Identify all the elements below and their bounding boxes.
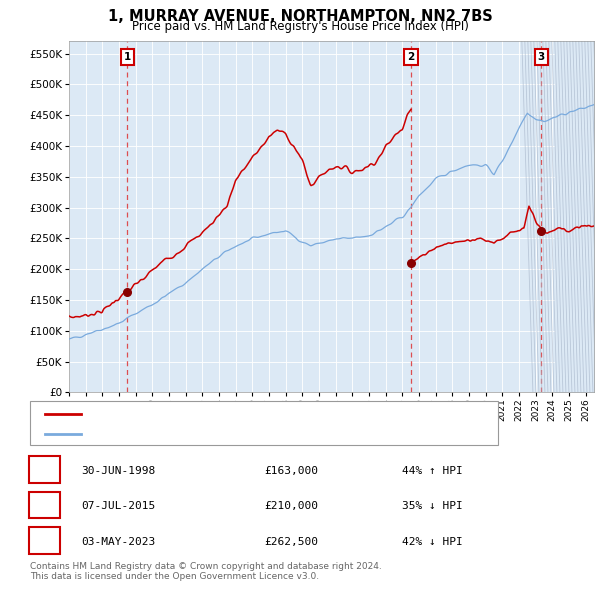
Text: 3: 3: [41, 537, 48, 546]
Text: 1, MURRAY AVENUE, NORTHAMPTON, NN2 7BS: 1, MURRAY AVENUE, NORTHAMPTON, NN2 7BS: [107, 9, 493, 24]
Text: 07-JUL-2015: 07-JUL-2015: [81, 502, 155, 511]
Text: 1: 1: [124, 52, 131, 62]
Text: 44% ↑ HPI: 44% ↑ HPI: [402, 466, 463, 476]
Text: 1, MURRAY AVENUE, NORTHAMPTON, NN2 7BS (detached house): 1, MURRAY AVENUE, NORTHAMPTON, NN2 7BS (…: [87, 409, 410, 419]
Text: 2: 2: [41, 502, 48, 511]
Text: 03-MAY-2023: 03-MAY-2023: [81, 537, 155, 546]
Text: 35% ↓ HPI: 35% ↓ HPI: [402, 502, 463, 511]
Text: £210,000: £210,000: [264, 502, 318, 511]
Text: Contains HM Land Registry data © Crown copyright and database right 2024.
This d: Contains HM Land Registry data © Crown c…: [30, 562, 382, 581]
Text: HPI: Average price, detached house, West Northamptonshire: HPI: Average price, detached house, West…: [87, 430, 389, 439]
Text: Price paid vs. HM Land Registry's House Price Index (HPI): Price paid vs. HM Land Registry's House …: [131, 20, 469, 33]
Text: £163,000: £163,000: [264, 466, 318, 476]
Text: 1: 1: [41, 466, 48, 476]
Text: £262,500: £262,500: [264, 537, 318, 546]
Text: 30-JUN-1998: 30-JUN-1998: [81, 466, 155, 476]
Text: 3: 3: [538, 52, 545, 62]
Text: 42% ↓ HPI: 42% ↓ HPI: [402, 537, 463, 546]
Text: 2: 2: [407, 52, 415, 62]
